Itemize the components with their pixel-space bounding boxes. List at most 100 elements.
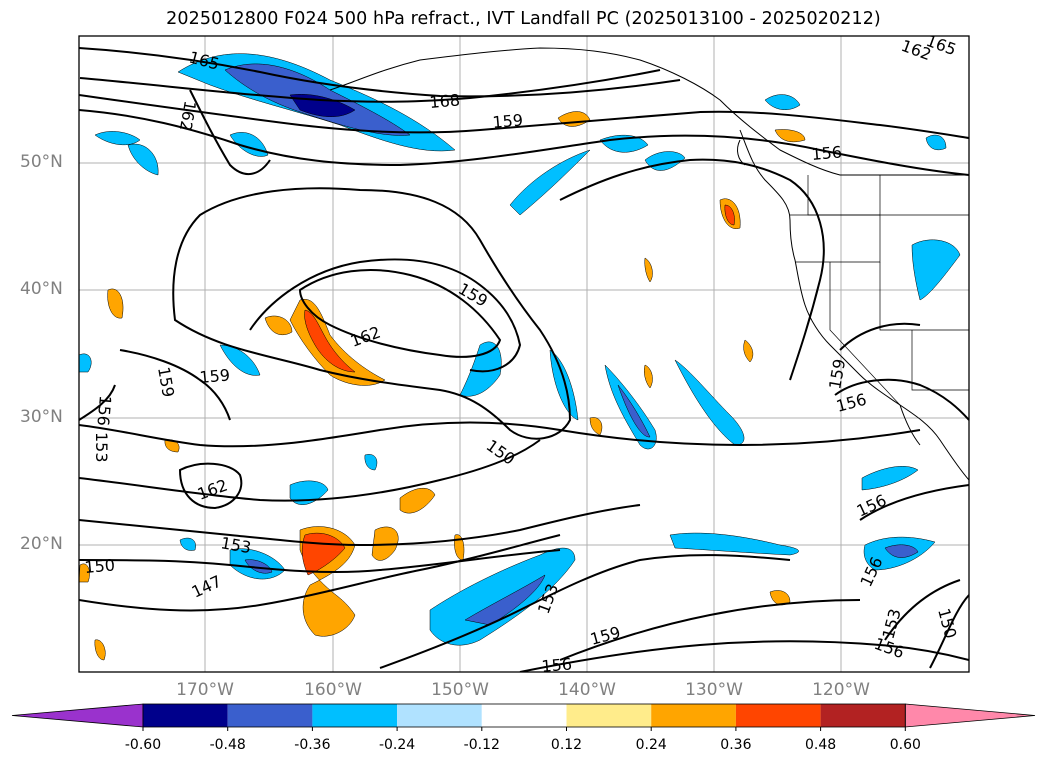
contour-150-se: [929, 594, 969, 669]
lon-label: 150°W: [431, 680, 489, 700]
colorbar-tick-label: 0.24: [635, 737, 667, 753]
colorbar-tick-label: 0.36: [720, 737, 752, 753]
contour-147: [79, 534, 561, 612]
contour-loop-162: [298, 269, 502, 358]
shade-blue-east: [911, 239, 961, 301]
colorbar-tick-label: -0.12: [463, 737, 500, 753]
contour-label: 159: [588, 623, 622, 649]
bc-islands: [737, 139, 746, 166]
contour-label: 156: [541, 654, 573, 676]
contour-156-north: [79, 109, 969, 176]
shade-red-center: [304, 309, 356, 373]
contour-label: 150: [483, 436, 519, 469]
colorbar-segment: [312, 704, 398, 727]
shade-blue-c2: [549, 349, 579, 421]
shade-blue-edge: [79, 353, 92, 373]
shade-blue-c4: [674, 359, 745, 446]
contour-label: 162: [195, 475, 230, 503]
colorbar-tick-label: -0.48: [209, 737, 246, 753]
colorbar-tick-label: -0.60: [124, 737, 162, 753]
colorbar: [11, 703, 1036, 731]
contour-label: 150: [84, 555, 116, 577]
lon-label: 140°W: [558, 680, 616, 700]
pnw-coast: [739, 129, 969, 481]
baja-coast: [899, 404, 921, 446]
shade-blue-s4: [669, 532, 799, 556]
colorbar-segment: [143, 704, 228, 727]
shade-blue-s3: [429, 547, 576, 646]
shade-blue-c6: [289, 480, 329, 505]
contour-label: 156: [811, 142, 843, 164]
contour-159-s: [559, 599, 861, 661]
colorbar-segment: [481, 704, 567, 727]
lat-label: 20°N: [20, 534, 63, 554]
lon-label: 120°W: [812, 680, 870, 700]
contour-label: 159: [825, 357, 849, 390]
colorbar-tick-label: -0.24: [378, 737, 416, 753]
lon-label: 130°W: [685, 680, 743, 700]
contour-label: 156: [854, 490, 890, 520]
shade-orange-s3: [399, 488, 436, 514]
colorbar-segment: [651, 704, 736, 727]
contour-label: 162: [348, 322, 383, 350]
shade-orange-e5: [644, 257, 653, 283]
contour-label: 153: [219, 533, 252, 557]
contour-label: 162: [176, 99, 200, 132]
contour-150-sw: [79, 549, 561, 574]
contour-165-north: [79, 47, 681, 98]
colorbar-outline: [142, 703, 906, 728]
shade-orange-gulf: [774, 129, 806, 143]
shade-orange-e2: [769, 590, 791, 606]
colorbar-segment: [566, 704, 652, 727]
contour-156-se: [859, 484, 969, 521]
contour-label: 156: [93, 395, 115, 427]
contour-162-nw: [189, 89, 271, 175]
contour-label: 168: [429, 90, 461, 112]
colorbar-segment: [735, 704, 821, 727]
contour-156-s: [519, 640, 969, 672]
shade-blue-s5-core: [884, 544, 919, 558]
colorbar-tick-label: 0.48: [805, 737, 837, 753]
shade-blue-nw2: [127, 143, 159, 176]
map-title: 2025012800 F024 500 hPa refract., IVT La…: [166, 9, 881, 29]
contour-label: 159: [492, 110, 524, 132]
shade-blue-c7: [364, 454, 378, 471]
shade-blue-gulf: [764, 94, 801, 110]
contour-159-w: [119, 349, 231, 421]
contour-168: [79, 69, 661, 103]
colorbar-segment: [227, 704, 313, 727]
shade-orange-e4: [589, 417, 603, 436]
contour-label: 153: [92, 432, 111, 463]
contour-label: 150: [934, 606, 960, 640]
contour-label: 147: [189, 571, 225, 601]
shade-blue-nw: [94, 131, 141, 146]
contour-153-sw: [79, 504, 641, 547]
contour-east-loop: [834, 378, 969, 421]
contour-label: 156: [834, 390, 868, 416]
contour-159-north: [79, 94, 969, 139]
contour-label: 159: [199, 365, 231, 387]
contour-label: 156: [872, 634, 907, 662]
shade-orange-c2: [264, 315, 293, 335]
contour-153-se: [884, 579, 961, 641]
contour-156-east: [839, 322, 921, 351]
shade-blue-s3-core: [464, 574, 546, 626]
contour-lines: [79, 47, 969, 672]
alaska-coast: [329, 47, 969, 176]
shade-red-coast: [724, 204, 735, 226]
colorbar-tick-label: 0.12: [550, 737, 583, 753]
shade-yellow-w: [107, 288, 124, 319]
contour-label: 159: [154, 365, 178, 398]
shade-blue-mid: [509, 149, 591, 216]
colorbar-extend-high: [904, 703, 1036, 728]
shade-orange-ne: [557, 111, 591, 127]
contour-153-w: [79, 384, 116, 421]
colorbar-segment: [820, 704, 906, 727]
lat-label: 30°N: [20, 407, 63, 427]
shade-orange-sw2: [79, 563, 90, 583]
contour-loop-large: [172, 187, 572, 440]
lon-label: 160°W: [304, 680, 362, 700]
shade-blue-c1: [459, 341, 502, 397]
lat-label: 50°N: [20, 152, 63, 172]
